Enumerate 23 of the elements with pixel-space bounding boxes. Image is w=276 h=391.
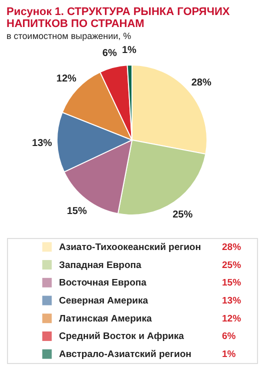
- chart-title: Рисунок 1. СТРУКТУРА РЫНКА ГОРЯЧИХ НАПИТКОВ ПО СТРАНАМ: [6, 6, 230, 30]
- legend-label: Восточная Европа: [59, 278, 148, 289]
- text: 12%: [222, 313, 242, 324]
- legend-label: Западная Европа: [59, 260, 142, 271]
- data-label: 15%: [66, 206, 87, 218]
- text: 25%: [222, 260, 242, 271]
- data-label: 25%: [172, 209, 193, 220]
- text: 13%: [222, 296, 242, 306]
- legend-label: Азиато-Тихоокеанский регион: [59, 242, 202, 253]
- text: 6%: [222, 331, 236, 342]
- text: 28%: [222, 242, 242, 253]
- text: 15%: [222, 278, 242, 289]
- data-label: 28%: [191, 78, 212, 89]
- data-label: 13%: [32, 138, 52, 149]
- legend-label: Средний Восток и Африка: [59, 331, 185, 342]
- data-label: 6%: [102, 48, 117, 59]
- data-label: 1%: [122, 45, 137, 56]
- chart-subtitle: в стоимостном выражении, %: [6, 31, 132, 41]
- data-label: 12%: [56, 73, 77, 84]
- text: 1%: [222, 349, 236, 360]
- legend-label: Северная Америка: [59, 296, 149, 306]
- legend-label: Латинская Америка: [59, 313, 152, 324]
- legend-label: Австрало-Азиатский регион: [59, 349, 192, 360]
